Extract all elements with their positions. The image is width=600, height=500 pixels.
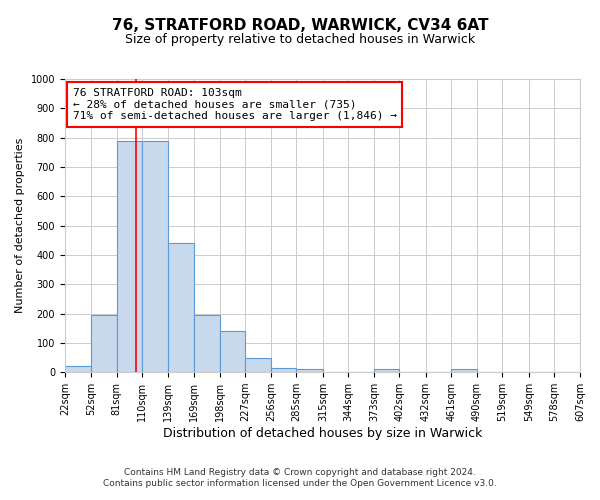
- Bar: [168, 243, 194, 372]
- Text: 76, STRATFORD ROAD, WARWICK, CV34 6AT: 76, STRATFORD ROAD, WARWICK, CV34 6AT: [112, 18, 488, 32]
- Text: Size of property relative to detached houses in Warwick: Size of property relative to detached ho…: [125, 32, 475, 46]
- Text: 76 STRATFORD ROAD: 103sqm
← 28% of detached houses are smaller (735)
71% of semi: 76 STRATFORD ROAD: 103sqm ← 28% of detac…: [73, 88, 397, 121]
- Bar: [374, 370, 400, 372]
- Bar: [65, 366, 91, 372]
- Bar: [245, 358, 271, 372]
- Bar: [296, 370, 323, 372]
- Bar: [142, 140, 168, 372]
- Text: Contains HM Land Registry data © Crown copyright and database right 2024.
Contai: Contains HM Land Registry data © Crown c…: [103, 468, 497, 487]
- Bar: [194, 315, 220, 372]
- X-axis label: Distribution of detached houses by size in Warwick: Distribution of detached houses by size …: [163, 427, 482, 440]
- Y-axis label: Number of detached properties: Number of detached properties: [15, 138, 25, 314]
- Bar: [271, 368, 296, 372]
- Bar: [451, 370, 477, 372]
- Bar: [91, 315, 117, 372]
- Bar: [117, 140, 142, 372]
- Bar: [220, 331, 245, 372]
